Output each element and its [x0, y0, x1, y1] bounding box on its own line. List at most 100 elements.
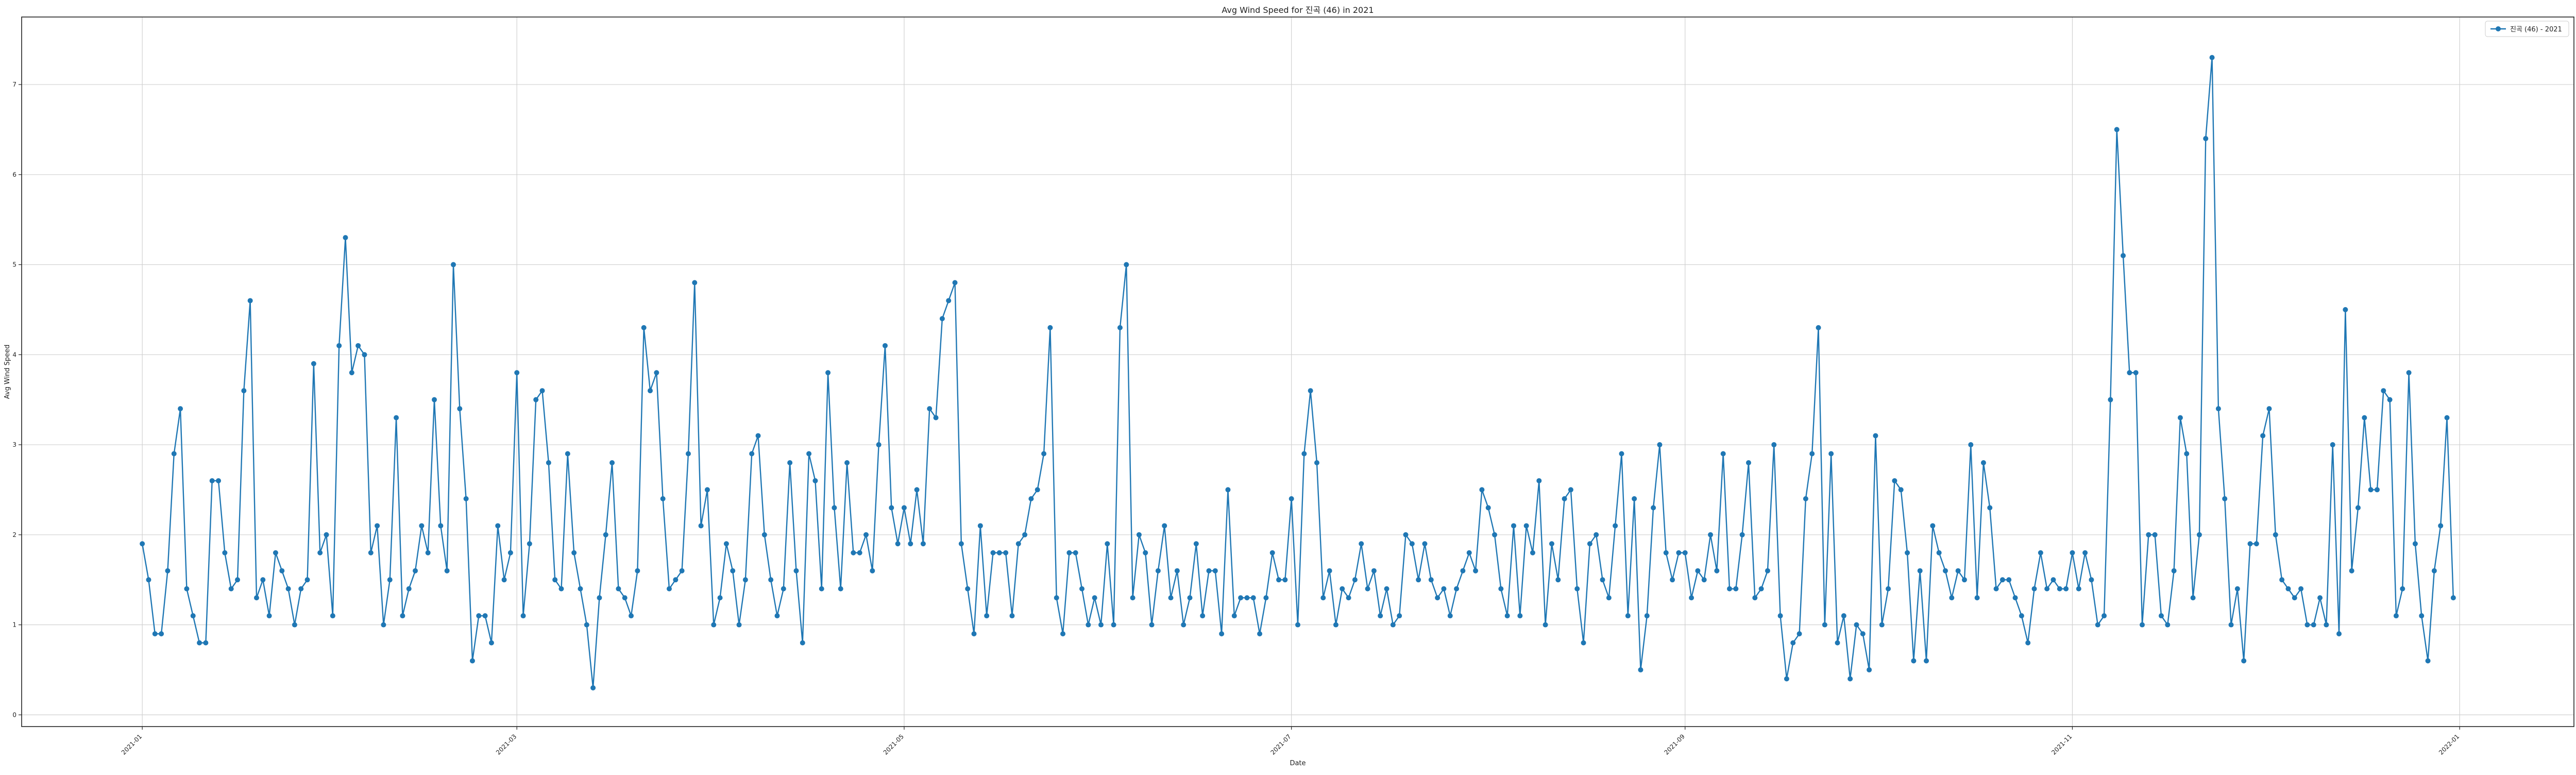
data-point — [908, 541, 913, 547]
y-tick-label: 5 — [12, 261, 16, 268]
data-point — [1924, 658, 1929, 664]
data-point — [425, 550, 431, 555]
data-point — [711, 622, 717, 628]
data-point — [1942, 568, 1948, 574]
data-point — [1320, 595, 1326, 601]
data-point — [2425, 658, 2431, 664]
data-point — [844, 460, 850, 465]
data-point — [1295, 622, 1300, 628]
data-point — [2089, 577, 2094, 583]
data-point — [1403, 532, 1409, 537]
data-point — [336, 343, 342, 348]
data-point — [1663, 550, 1669, 555]
data-point — [1714, 568, 1720, 574]
y-tick-label: 7 — [12, 81, 16, 88]
data-point — [749, 451, 755, 457]
data-point — [266, 613, 272, 619]
data-point — [2152, 532, 2158, 537]
data-point — [1752, 595, 1758, 601]
data-point — [1365, 586, 1370, 592]
data-point — [2070, 550, 2075, 555]
data-point — [184, 586, 190, 592]
data-point — [1936, 550, 1942, 555]
data-point — [1231, 613, 1237, 619]
data-point — [1371, 568, 1377, 574]
data-point — [2095, 622, 2100, 628]
data-point — [2133, 370, 2139, 376]
data-point — [1162, 523, 1167, 529]
data-point — [1803, 496, 1808, 501]
data-point — [1428, 577, 1434, 583]
data-point — [1212, 568, 1218, 574]
data-point — [1739, 532, 1745, 537]
data-point — [2355, 505, 2361, 511]
data-point — [2292, 595, 2297, 601]
data-point — [838, 586, 843, 592]
data-point — [1340, 586, 1345, 592]
data-point — [247, 298, 253, 304]
data-point — [2184, 451, 2190, 457]
data-point — [1054, 595, 1059, 601]
data-point — [203, 640, 209, 646]
data-point — [1041, 451, 1047, 457]
data-point — [755, 433, 761, 439]
data-point — [1961, 577, 1967, 583]
data-point — [1498, 586, 1504, 592]
data-point — [2311, 622, 2316, 628]
data-point — [1397, 613, 1402, 619]
data-point — [685, 451, 691, 457]
data-point — [1600, 577, 1605, 583]
data-point — [1955, 568, 1961, 574]
data-point — [488, 640, 494, 646]
data-point — [1745, 460, 1751, 465]
data-point — [1479, 487, 1485, 493]
data-point — [1581, 640, 1586, 646]
data-point — [1625, 613, 1631, 619]
data-point — [343, 235, 348, 241]
data-point — [2343, 307, 2348, 312]
data-point — [1086, 622, 1091, 628]
data-point — [1257, 631, 1263, 637]
y-tick-label: 2 — [12, 531, 16, 538]
data-point — [241, 388, 247, 394]
data-point — [660, 496, 666, 501]
data-point — [1949, 595, 1955, 601]
data-point — [863, 532, 869, 537]
data-point — [673, 577, 679, 583]
data-point — [984, 613, 990, 619]
data-point — [1848, 676, 1853, 682]
data-point — [1289, 496, 1294, 501]
data-point — [952, 280, 958, 285]
data-point — [1111, 622, 1116, 628]
data-point — [1632, 496, 1637, 501]
data-point — [2317, 595, 2323, 601]
data-point — [1549, 541, 1554, 547]
data-point — [1155, 568, 1161, 574]
data-point — [2063, 586, 2069, 592]
data-point — [629, 613, 634, 619]
data-point — [2044, 586, 2050, 592]
data-point — [1911, 658, 1917, 664]
data-point — [1435, 595, 1440, 601]
data-point — [2006, 577, 2012, 583]
data-point — [2076, 586, 2081, 592]
data-point — [641, 325, 647, 330]
data-point — [1073, 550, 1078, 555]
data-point — [476, 613, 482, 619]
data-point — [1638, 667, 1643, 672]
y-axis-label: Avg Wind Speed — [4, 345, 11, 399]
data-point — [140, 541, 145, 547]
data-point — [800, 640, 805, 646]
data-point — [2431, 568, 2437, 574]
data-point — [1327, 568, 1332, 574]
data-point — [2165, 622, 2171, 628]
data-point — [2304, 622, 2310, 628]
data-point — [1359, 541, 1364, 547]
data-point — [565, 451, 570, 457]
data-point — [1473, 568, 1479, 574]
data-point — [1003, 550, 1009, 555]
data-point — [1015, 541, 1021, 547]
data-point — [1060, 631, 1066, 637]
legend-box — [2485, 21, 2569, 37]
data-point — [1879, 622, 1885, 628]
